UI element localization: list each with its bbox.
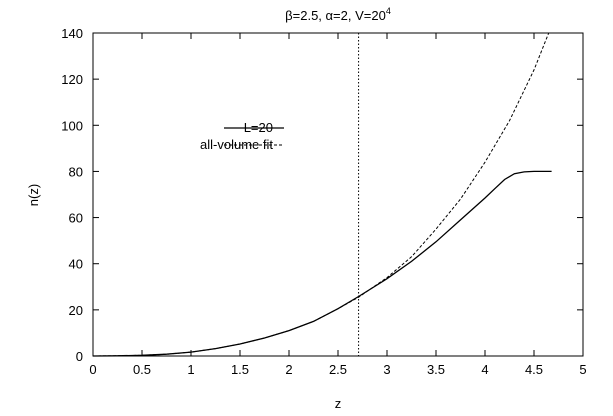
series-line-0 <box>92 170 552 357</box>
x-tick-label: 0 <box>89 362 96 377</box>
y-tick-label: 100 <box>61 118 83 133</box>
x-tick-label: 5 <box>579 362 586 377</box>
y-tick-label: 20 <box>69 303 83 318</box>
x-tick-label: 3.5 <box>427 362 445 377</box>
plot-area-frame <box>92 32 584 357</box>
x-tick-label: 0.5 <box>133 362 151 377</box>
x-axis-label: z <box>335 396 342 411</box>
x-tick-label: 2 <box>285 362 292 377</box>
series-layer <box>92 32 552 357</box>
y-tick-label: 80 <box>69 164 83 179</box>
y-tick-label: 120 <box>61 72 83 87</box>
x-tick-label: 2.5 <box>329 362 347 377</box>
x-tick-label: 4.5 <box>525 362 543 377</box>
y-tick-labels: 0 20 40 60 80 100 120 140 <box>61 26 83 364</box>
x-tick-label: 1.5 <box>231 362 249 377</box>
y-tick-label: 0 <box>76 349 83 364</box>
y-axis-label: n(z) <box>26 184 41 206</box>
x-tick-label: 1 <box>187 362 194 377</box>
x-tick-label: 4 <box>481 362 488 377</box>
y-tick-label: 140 <box>61 26 83 41</box>
y-tick-label: 60 <box>69 211 83 226</box>
axis-ticks <box>92 32 584 357</box>
series-line-1 <box>92 32 550 357</box>
x-tick-label: 3 <box>383 362 390 377</box>
y-tick-label: 40 <box>69 257 83 272</box>
x-tick-labels: 0 0.5 1 1.5 2 2.5 3 3.5 4 4.5 5 <box>89 362 586 377</box>
chart-title: β=2.5, α=2, V=204 <box>285 6 391 23</box>
legend: L=20 all-volume fit <box>200 120 284 152</box>
